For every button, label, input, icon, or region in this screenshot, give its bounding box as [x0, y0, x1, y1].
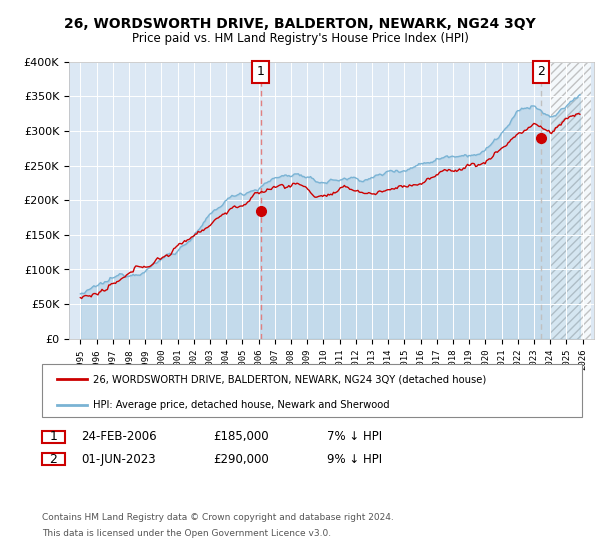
Text: 26, WORDSWORTH DRIVE, BALDERTON, NEWARK, NG24 3QY: 26, WORDSWORTH DRIVE, BALDERTON, NEWARK,…: [64, 17, 536, 31]
Text: 7% ↓ HPI: 7% ↓ HPI: [327, 430, 382, 444]
Text: 01-JUN-2023: 01-JUN-2023: [81, 452, 155, 466]
Text: 1: 1: [49, 430, 58, 444]
Text: £290,000: £290,000: [213, 452, 269, 466]
Text: 2: 2: [537, 66, 545, 78]
Text: 1: 1: [257, 66, 265, 78]
Text: Contains HM Land Registry data © Crown copyright and database right 2024.: Contains HM Land Registry data © Crown c…: [42, 514, 394, 522]
Text: 9% ↓ HPI: 9% ↓ HPI: [327, 452, 382, 466]
Text: HPI: Average price, detached house, Newark and Sherwood: HPI: Average price, detached house, Newa…: [93, 400, 389, 410]
Text: Price paid vs. HM Land Registry's House Price Index (HPI): Price paid vs. HM Land Registry's House …: [131, 32, 469, 45]
Text: £185,000: £185,000: [213, 430, 269, 444]
Text: 24-FEB-2006: 24-FEB-2006: [81, 430, 157, 444]
Text: 2: 2: [49, 452, 58, 466]
Text: This data is licensed under the Open Government Licence v3.0.: This data is licensed under the Open Gov…: [42, 529, 331, 538]
Text: 26, WORDSWORTH DRIVE, BALDERTON, NEWARK, NG24 3QY (detached house): 26, WORDSWORTH DRIVE, BALDERTON, NEWARK,…: [93, 374, 486, 384]
